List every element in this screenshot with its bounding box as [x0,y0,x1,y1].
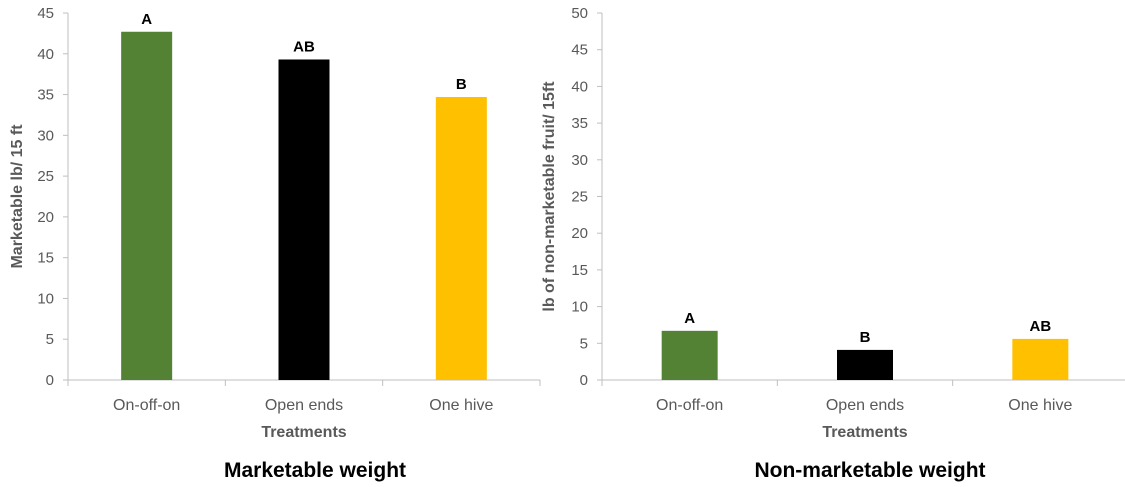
bar-significance-label: B [860,329,871,346]
marketable-weight-chart: 0 5 10 15 20 25 30 35 40 45 A On-off-on AB Open ends B… [9,5,541,482]
y-tick-label: 15 [37,250,54,267]
y-tick-label: 5 [580,335,588,352]
y-axis-title: lb of non-marketable fruit/ 15ft [541,81,558,312]
y-tick-label: 20 [571,225,588,242]
x-axis-title: Treatments [261,424,346,441]
x-axis-title: Treatments [822,424,907,441]
y-tick-label: 30 [571,152,588,169]
y-tick-label: 45 [571,42,588,59]
bar-open-ends [837,349,893,380]
bar-one-hive [1012,338,1069,380]
x-category-label: Open ends [826,397,904,414]
x-category-label: One hive [1008,397,1072,414]
bar-one-hive [435,97,487,380]
y-tick-label: 25 [37,168,54,185]
x-category-label: On-off-on [113,397,180,414]
y-tick-label: 45 [37,5,54,22]
y-axis-title: Marketable lb/ 15 ft [9,124,26,269]
x-category-label: On-off-on [656,397,723,414]
non-marketable-weight-chart: 0 5 10 15 20 25 30 35 40 45 50 A On-off-on B Open ends… [541,5,1125,482]
bar-open-ends [278,59,330,381]
y-tick-label: 20 [37,209,54,226]
y-tick-label: 40 [37,46,54,63]
y-tick-label: 5 [46,331,54,348]
y-tick-label: 50 [571,5,588,22]
y-tick-label: 10 [37,290,54,307]
bar-on-off-on [661,330,718,380]
y-tick-label: 30 [37,127,54,144]
bar-significance-label: B [456,76,467,93]
chart-title: Non-marketable weight [754,459,985,482]
y-tick-label: 10 [571,299,588,316]
x-category-label: One hive [429,397,493,414]
y-tick-label: 40 [571,78,588,95]
bar-significance-label: A [684,310,695,327]
y-tick-label: 15 [571,262,588,279]
y-tick-label: 0 [580,372,588,389]
bar-significance-label: AB [1029,318,1051,335]
x-category-label: Open ends [265,397,343,414]
bar-on-off-on [121,31,173,380]
chart-title: Marketable weight [224,459,406,482]
y-tick-label: 35 [571,115,588,132]
y-tick-label: 35 [37,87,54,104]
bar-significance-label: AB [293,38,315,55]
bar-significance-label: A [141,11,152,28]
y-tick-label: 25 [571,189,588,206]
y-tick-label: 0 [46,372,54,389]
